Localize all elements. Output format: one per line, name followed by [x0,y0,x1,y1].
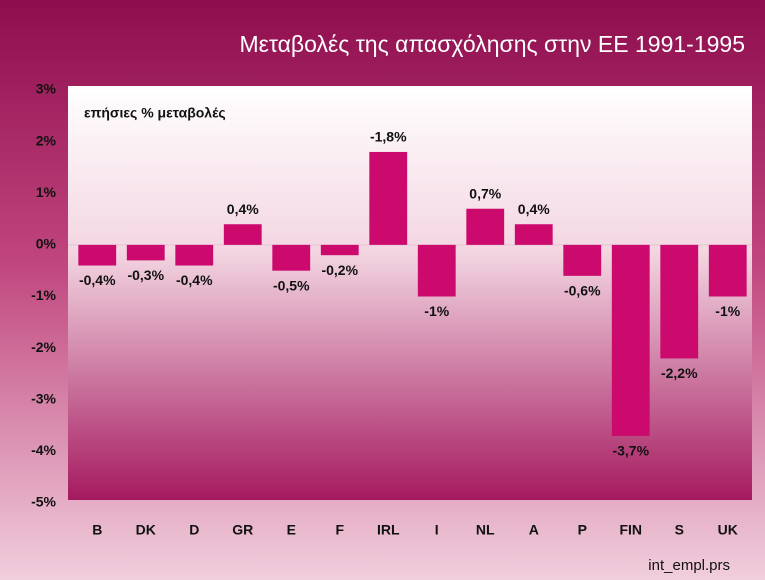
y-tick-label: -5% [31,494,56,510]
x-tick-label: P [578,522,587,538]
bar [708,244,747,297]
y-tick-label: 3% [36,81,57,97]
x-tick-label: B [92,522,102,538]
footnote: int_empl.prs [648,557,730,574]
y-tick-label: -4% [31,442,56,458]
bar [466,208,505,245]
bar [417,244,456,297]
value-label: 0,7% [469,185,501,201]
value-label: -0,3% [127,267,164,283]
value-label: -0,6% [564,283,601,299]
x-tick-label: GR [232,522,253,538]
x-tick-label: D [189,522,199,538]
value-label: 0,4% [227,201,259,217]
x-tick-label: UK [718,522,738,538]
bar [78,244,117,266]
bar [563,244,602,276]
value-label: -1% [715,303,740,319]
value-label: -0,4% [79,272,116,288]
bar [369,151,408,245]
y-tick-label: 2% [36,132,57,148]
x-tick-label: E [287,522,296,538]
value-label: -0,5% [273,277,310,293]
y-tick-label: -3% [31,390,56,406]
bar [272,244,311,271]
x-tick-label: A [529,522,539,538]
x-tick-label: I [435,522,439,538]
y-tick-label: 0% [36,236,57,252]
x-tick-label: F [335,522,344,538]
x-tick-label: S [675,522,684,538]
value-label: 0,4% [518,201,550,217]
value-label: -1,8% [370,129,407,145]
value-label: -0,4% [176,272,213,288]
value-label: -3,7% [612,443,649,459]
value-label: -0,2% [321,262,358,278]
bar [514,224,553,245]
x-tick-label: DK [136,522,156,538]
chart-title: Μεταβολές της απασχόλησης στην ΕΕ 1991-1… [239,31,745,57]
bar [660,244,699,359]
y-tick-label: -2% [31,339,56,355]
x-tick-label: NL [476,522,495,538]
x-tick-label: FIN [619,522,642,538]
x-tick-label: IRL [377,522,400,538]
value-label: -2,2% [661,365,698,381]
y-tick-label: -1% [31,287,56,303]
value-label: -1% [424,303,449,319]
bar [126,244,165,261]
subtitle: επήσιες % μεταβολές [84,105,226,121]
bar [223,224,262,245]
bar [175,244,214,266]
bar [611,244,650,436]
y-tick-label: 1% [36,184,57,200]
bar [320,244,359,256]
